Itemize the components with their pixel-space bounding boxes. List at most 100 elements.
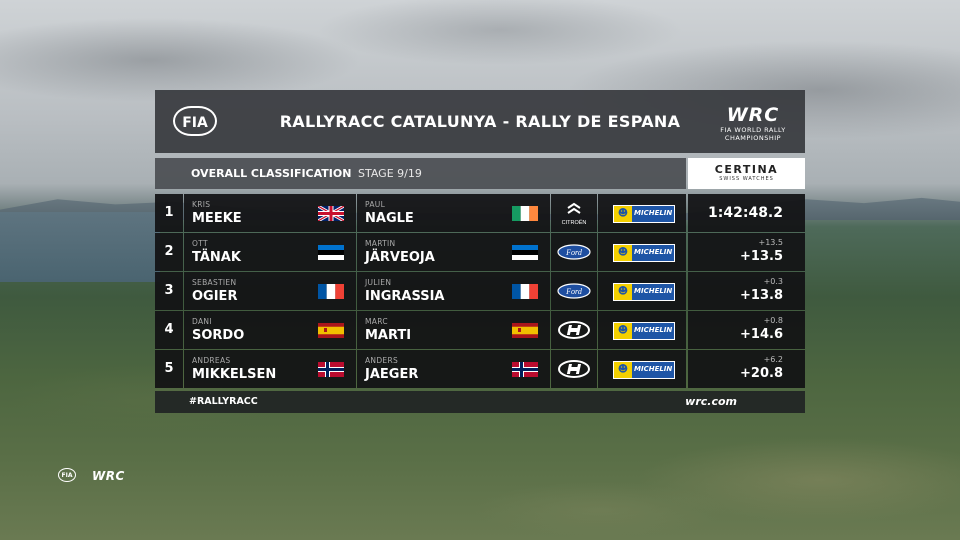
ford-icon: Ford: [551, 272, 597, 310]
codriver-first-name: JULIEN: [365, 278, 392, 287]
hyundai-icon: [551, 350, 597, 388]
codriver-first-name: MARTIN: [365, 239, 396, 248]
manufacturer-cell: [551, 311, 597, 349]
time-cell: 1:42:48.2: [688, 194, 805, 232]
ford-icon: Ford: [551, 233, 597, 271]
tyre-cell: ☻ MICHELIN: [598, 350, 686, 388]
tyre-cell: ☻ MICHELIN: [598, 272, 686, 310]
manufacturer-cell: [551, 350, 597, 388]
board-footer: #RALLYRACC wrc.com: [155, 391, 805, 413]
bibendum-icon: ☻: [614, 245, 632, 261]
time-cell: +13.5 +13.5: [688, 233, 805, 271]
estonia-flag-icon: [512, 245, 538, 260]
driver-first-name: OTT: [192, 239, 208, 248]
bibendum-icon: ☻: [614, 206, 632, 222]
codriver-first-name: MARC: [365, 317, 388, 326]
codriver-cell: MARC MARTI: [357, 311, 550, 349]
norway-flag-icon: [512, 362, 538, 377]
position: 5: [155, 350, 183, 388]
wrc-logo: WRC FIA WORLD RALLY CHAMPIONSHIP: [715, 104, 791, 143]
ford-label: Ford: [565, 248, 583, 257]
codriver-last-name: JAEGER: [365, 367, 419, 382]
board-header: FIA RALLYRACC CATALUNYA - RALLY DE ESPAN…: [155, 90, 805, 153]
tyre-cell: ☻ MICHELIN: [598, 194, 686, 232]
michelin-logo: ☻ MICHELIN: [613, 205, 675, 223]
corner-fia-logo: FIA: [58, 468, 76, 482]
wrc-url: wrc.com: [685, 395, 737, 408]
gap-to-leader: +14.6: [740, 327, 783, 342]
estonia-flag-icon: [318, 245, 344, 260]
sponsor-subtext: SWISS WATCHES: [719, 176, 774, 182]
driver-first-name: ANDREAS: [192, 356, 231, 365]
spain-flag-icon: [512, 323, 538, 338]
gap-to-leader: +13.5: [740, 249, 783, 264]
table-row: 2 OTT TÄNAK MARTIN JÄRVEOJA Ford ☻ MICHE…: [155, 233, 805, 271]
time-cell: +0.8 +14.6: [688, 311, 805, 349]
gap-to-leader: +20.8: [740, 366, 783, 381]
ireland-flag-icon: [512, 206, 538, 221]
stage-label: STAGE 9/19: [358, 167, 422, 180]
table-row: 5 ANDREAS MIKKELSEN ANDERS JAEGER ☻ MICH…: [155, 350, 805, 388]
michelin-label: MICHELIN: [634, 365, 673, 373]
michelin-label: MICHELIN: [634, 287, 673, 295]
driver-last-name: TÄNAK: [192, 250, 241, 265]
position: 3: [155, 272, 183, 310]
time-cell: +6.2 +20.8: [688, 350, 805, 388]
citroen-icon: CITROËN: [551, 194, 597, 232]
driver-cell: OTT TÄNAK: [184, 233, 356, 271]
driver-cell: KRIS MEEKE: [184, 194, 356, 232]
michelin-label: MICHELIN: [634, 209, 673, 217]
michelin-label: MICHELIN: [634, 248, 673, 256]
fia-logo: FIA: [173, 106, 217, 136]
uk-flag-icon: [318, 206, 344, 221]
citroen-label: CITROËN: [562, 219, 587, 226]
manufacturer-cell: Ford: [551, 272, 597, 310]
gap-to-leader: +13.8: [740, 288, 783, 303]
wrc-logo-text: WRC: [726, 104, 780, 126]
spain-flag-icon: [318, 323, 344, 338]
rally-title: RALLYRACC CATALUNYA - RALLY DE ESPANA: [279, 112, 681, 131]
norway-flag-icon: [318, 362, 344, 377]
michelin-logo: ☻ MICHELIN: [613, 322, 675, 340]
tyre-cell: ☻ MICHELIN: [598, 233, 686, 271]
michelin-label: MICHELIN: [634, 326, 673, 334]
position: 4: [155, 311, 183, 349]
position: 1: [155, 194, 183, 232]
ford-label: Ford: [565, 287, 583, 296]
results-list: 1 KRIS MEEKE PAUL NAGLE CITROËN ☻: [155, 194, 805, 389]
hyundai-icon: [551, 311, 597, 349]
france-flag-icon: [318, 284, 344, 299]
driver-last-name: OGIER: [192, 289, 238, 304]
corner-wrc-logo: WRC: [92, 469, 125, 483]
manufacturer-cell: Ford: [551, 233, 597, 271]
driver-cell: ANDREAS MIKKELSEN: [184, 350, 356, 388]
classification-label: OVERALL CLASSIFICATION: [191, 167, 352, 180]
france-flag-icon: [512, 284, 538, 299]
bibendum-icon: ☻: [614, 284, 632, 300]
gap-to-previous: +0.3: [763, 277, 783, 286]
hashtag: #RALLYRACC: [189, 396, 258, 407]
bibendum-icon: ☻: [614, 323, 632, 339]
codriver-first-name: PAUL: [365, 200, 386, 209]
driver-first-name: KRIS: [192, 200, 211, 209]
position: 2: [155, 233, 183, 271]
codriver-cell: ANDERS JAEGER: [357, 350, 550, 388]
codriver-last-name: NAGLE: [365, 211, 414, 226]
gap-to-previous: +13.5: [758, 238, 783, 247]
codriver-first-name: ANDERS: [365, 356, 399, 365]
bibendum-icon: ☻: [614, 362, 632, 378]
michelin-logo: ☻ MICHELIN: [613, 244, 675, 262]
table-row: 1 KRIS MEEKE PAUL NAGLE CITROËN ☻: [155, 194, 805, 232]
sponsor-name: CERTINA: [714, 163, 779, 176]
codriver-cell: JULIEN INGRASSIA: [357, 272, 550, 310]
michelin-logo: ☻ MICHELIN: [613, 361, 675, 379]
manufacturer-cell: CITROËN: [551, 194, 597, 232]
michelin-logo: ☻ MICHELIN: [613, 283, 675, 301]
wrc-logo-subtext: FIA WORLD RALLY CHAMPIONSHIP: [720, 126, 786, 142]
time-cell: +0.3 +13.8: [688, 272, 805, 310]
codriver-last-name: JÄRVEOJA: [365, 250, 435, 265]
table-row: 4 DANI SORDO MARC MARTI ☻ MICHELIN +0.8 …: [155, 311, 805, 349]
driver-last-name: MIKKELSEN: [192, 367, 277, 382]
codriver-last-name: MARTI: [365, 328, 412, 343]
table-row: 3 SEBASTIEN OGIER JULIEN INGRASSIA Ford …: [155, 272, 805, 310]
